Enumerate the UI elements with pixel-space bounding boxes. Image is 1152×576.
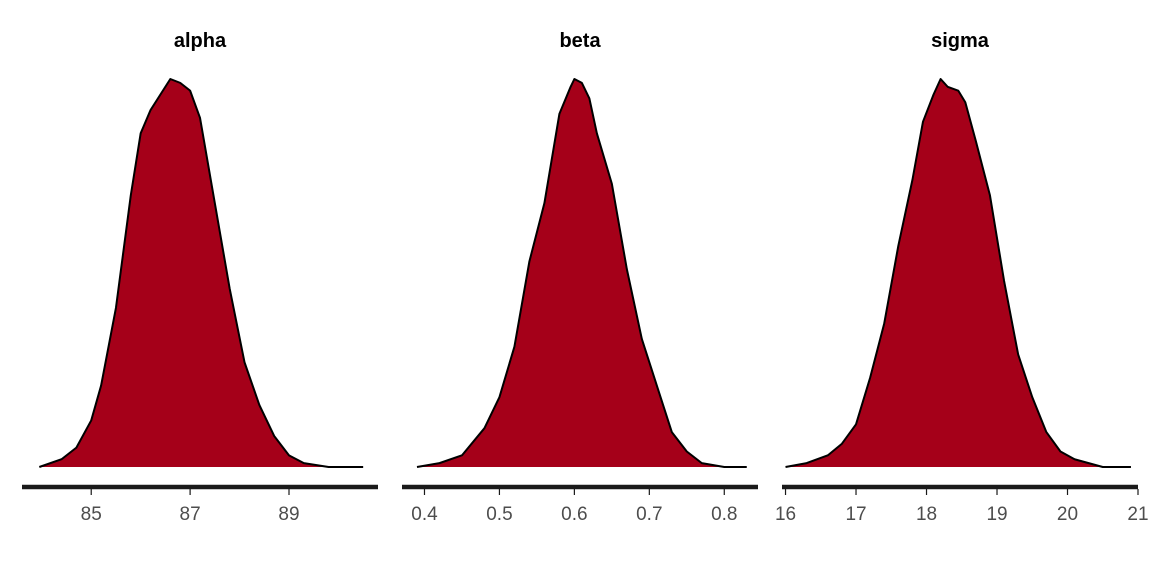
x-tick-label-sigma-5: 21 — [1127, 504, 1148, 525]
facet-panel-beta: beta 0.4 0.5 0.6 0.7 0.8 — [402, 30, 758, 525]
panel-title-alpha: alpha — [174, 30, 227, 52]
x-tick-label-sigma-2: 18 — [916, 504, 937, 525]
x-tick-label-beta-3: 0.7 — [636, 504, 662, 525]
x-tick-label-beta-0: 0.4 — [411, 504, 438, 525]
x-tick-label-sigma-0: 16 — [775, 504, 796, 525]
density-curve-sigma — [785, 78, 1131, 468]
x-tick-label-alpha-1: 87 — [180, 504, 201, 525]
density-area-sigma — [785, 79, 1131, 467]
x-tick-label-alpha-0: 85 — [81, 504, 102, 525]
density-area-alpha — [39, 79, 364, 467]
density-area-beta — [416, 79, 747, 467]
x-tick-label-alpha-2: 89 — [278, 504, 299, 525]
density-curve-beta — [416, 78, 747, 468]
facet-panel-sigma: sigma 16 17 18 19 20 21 — [775, 30, 1149, 525]
x-tick-label-beta-2: 0.6 — [561, 504, 587, 525]
x-tick-label-beta-1: 0.5 — [486, 504, 512, 525]
x-tick-label-beta-4: 0.8 — [711, 504, 737, 525]
facet-panel-alpha: alpha 85 87 89 — [22, 30, 378, 525]
x-tick-label-sigma-4: 20 — [1057, 504, 1078, 525]
x-tick-label-sigma-3: 19 — [986, 504, 1007, 525]
panel-title-beta: beta — [559, 30, 601, 52]
panel-title-sigma: sigma — [931, 30, 990, 52]
x-tick-label-sigma-1: 17 — [845, 504, 866, 525]
density-curve-alpha — [38, 78, 364, 468]
